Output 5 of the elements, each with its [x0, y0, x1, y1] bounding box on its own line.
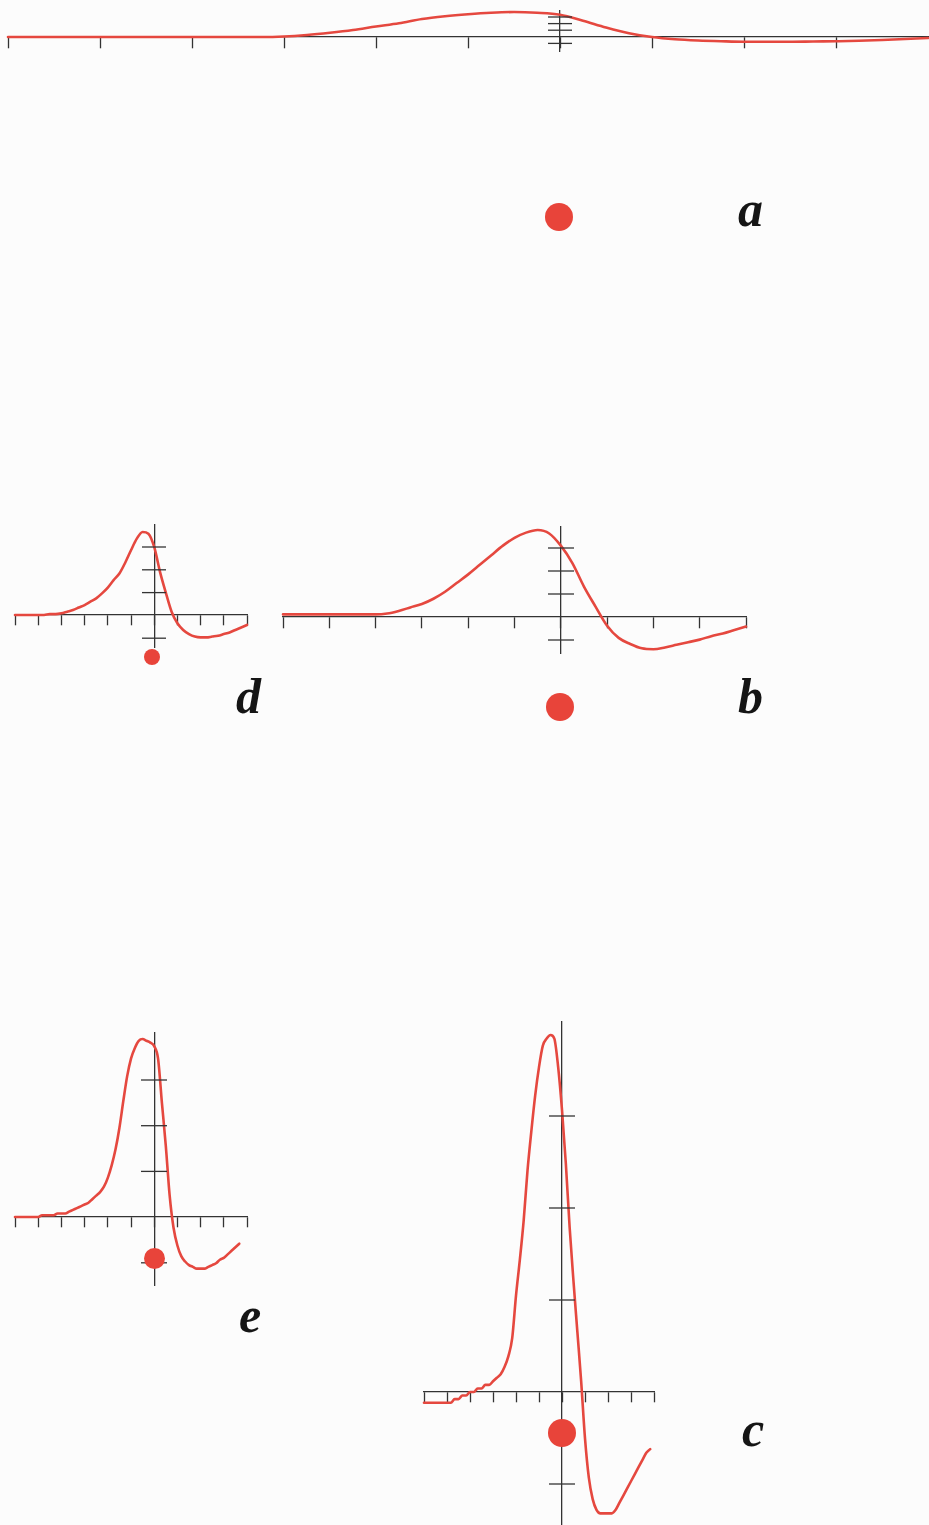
text: a [738, 181, 763, 237]
text: b [738, 668, 763, 724]
text: e [239, 1287, 262, 1343]
text: c [742, 1401, 765, 1457]
text: d [236, 668, 261, 724]
